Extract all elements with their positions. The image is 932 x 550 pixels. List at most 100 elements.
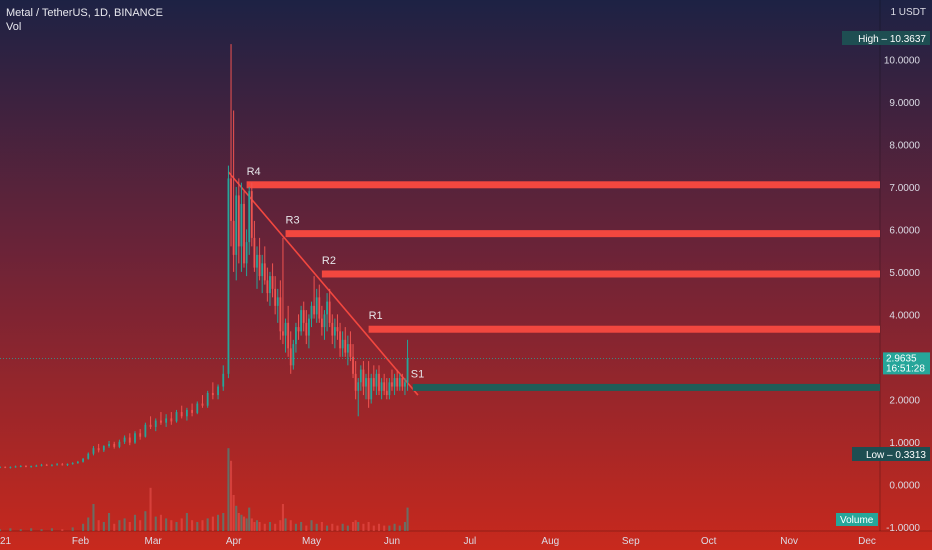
volume-bar (196, 522, 199, 531)
candle-body (393, 378, 396, 387)
price-tick-label: 4.0000 (889, 310, 920, 321)
candle-body (289, 348, 292, 366)
price-axis[interactable]: 1 USDT 10.0000 9.0000 8.0000 7.0000 6.0000 5.0… (884, 7, 926, 534)
level-r2[interactable] (321, 270, 880, 278)
volume-bar (250, 518, 253, 531)
candlestick-series (0, 44, 409, 469)
last-price-value: 2.9635 (886, 353, 917, 364)
candle-body (0, 466, 1, 468)
volume-bar (102, 522, 105, 531)
bar-countdown: 16:51:28 (886, 363, 925, 374)
volume-bar (248, 507, 251, 531)
candle-body (297, 327, 300, 332)
volume-bar (82, 523, 85, 531)
price-tick-label: 9.0000 (889, 98, 920, 109)
time-axis[interactable]: 21 Feb Mar Apr May Jun Jul Aug Sep Oct Nov Dec (0, 536, 876, 547)
volume-bar (279, 520, 282, 531)
candle-body (406, 358, 409, 383)
volume-bar (352, 522, 355, 531)
candle-body (222, 373, 225, 387)
volume-bar (341, 523, 344, 531)
volume-bar (139, 520, 142, 531)
candle-body (370, 378, 373, 400)
volume-badge-text: Volume (840, 515, 874, 526)
volume-bar (154, 516, 157, 531)
candle-body (56, 464, 59, 466)
candle-body (19, 466, 22, 468)
volume-bar (30, 528, 33, 531)
candle-body (401, 378, 404, 387)
volume-bar (191, 520, 194, 531)
candle-body (367, 378, 370, 400)
trendline[interactable] (227, 171, 419, 396)
candle-body (245, 242, 248, 264)
high-price-badge-bg (842, 31, 930, 45)
candle-body (4, 466, 7, 468)
candle-body (217, 386, 219, 396)
candle-body (154, 420, 157, 427)
candle-body (362, 369, 365, 387)
volume-bar (357, 522, 360, 531)
volume-bar (263, 523, 266, 531)
volume-bar (300, 522, 303, 531)
volume-bar (354, 520, 357, 531)
volume-bar (185, 513, 188, 531)
volume-bar (372, 525, 375, 531)
volume-bar (310, 520, 313, 531)
time-tick-label: Nov (780, 536, 798, 547)
candle-body (92, 448, 95, 454)
candle-body (25, 466, 27, 468)
time-tick-label: Sep (622, 536, 640, 547)
level-r3[interactable] (285, 230, 880, 238)
candle-body (175, 412, 178, 422)
high-price-badge-text: High – 10.3637 (858, 34, 926, 45)
volume-bar (211, 516, 214, 531)
candle-body (139, 433, 142, 437)
candle-body (30, 466, 33, 468)
level-label-r3: R3 (286, 215, 300, 227)
candle-body (323, 314, 326, 328)
candle-body (165, 418, 168, 423)
price-tick-label: 5.0000 (889, 268, 920, 279)
volume-bar (222, 513, 225, 531)
candle-body (9, 466, 12, 468)
candle-body (357, 382, 360, 391)
volume-bar (0, 529, 2, 531)
volume-bar (232, 495, 235, 531)
volume-bar (253, 522, 256, 531)
candle-body (315, 297, 318, 315)
candle-body (404, 382, 406, 387)
volume-bar (237, 513, 240, 531)
candle-body (279, 297, 282, 332)
level-s1[interactable] (412, 383, 880, 391)
volume-bar (281, 504, 284, 531)
candle-body (346, 344, 349, 353)
candle-body (266, 280, 269, 294)
volume-bar (268, 522, 272, 531)
candle-body (243, 203, 245, 264)
candle-body (35, 465, 38, 467)
candle-body (396, 378, 399, 387)
level-r1[interactable] (368, 325, 880, 333)
candle-body (134, 433, 136, 443)
volume-indicator-label[interactable]: Vol (6, 21, 22, 33)
volume-bar (377, 523, 381, 531)
candle-body (388, 382, 391, 396)
volume-bar (206, 518, 209, 531)
candle-body (326, 301, 328, 315)
price-tick-label: 6.0000 (889, 225, 920, 236)
candle-body (344, 339, 347, 353)
time-tick-label: May (302, 536, 321, 547)
candle-body (292, 344, 295, 366)
candle-body (359, 369, 362, 383)
candle-body (196, 403, 199, 413)
level-label-r1: R1 (369, 310, 383, 322)
volume-bar (128, 522, 131, 531)
symbol-title[interactable]: Metal / TetherUS, 1D, BINANCE (6, 7, 163, 19)
level-r4[interactable] (246, 181, 880, 189)
candle-body (108, 443, 110, 447)
volume-bar (383, 525, 386, 531)
candle-body (248, 191, 251, 243)
